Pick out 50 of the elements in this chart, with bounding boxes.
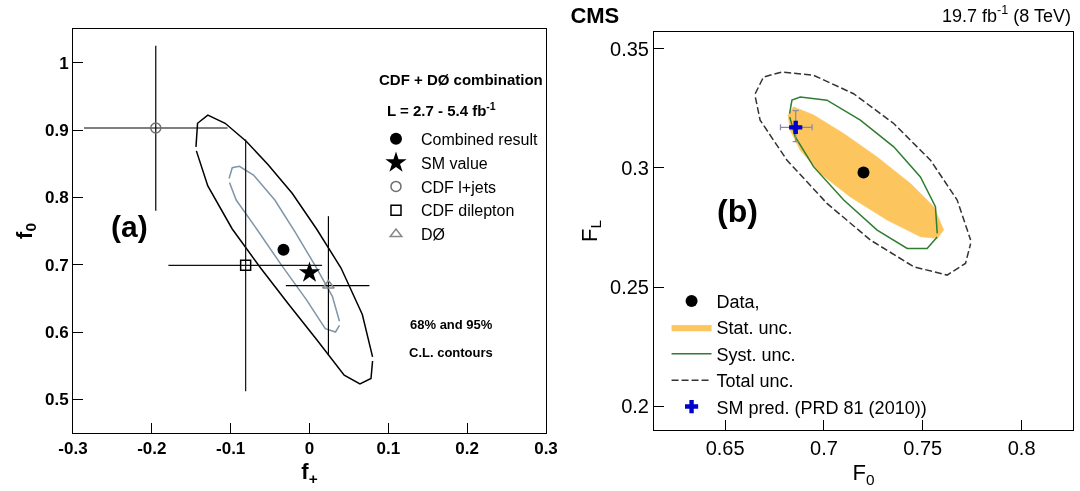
legend-label: SM pred. (PRD 81 (2010)) bbox=[716, 397, 927, 418]
y-tick-label: 0.25 bbox=[610, 276, 649, 299]
y-tick-label: 0.6 bbox=[44, 322, 69, 342]
chart-subtitle: 19.7 fb$^{-1}$ (8 TeV) bbox=[942, 3, 1071, 26]
legend-label: Syst. unc. bbox=[716, 344, 796, 365]
x-tick-label: 0.8 bbox=[1007, 437, 1036, 459]
x-tick-label: -0.3 bbox=[58, 439, 88, 459]
legend-label: SM value bbox=[420, 154, 488, 172]
annotation: CDF + DØ combination bbox=[379, 71, 543, 88]
y-tick-label: 0.3 bbox=[621, 156, 649, 179]
line-series bbox=[228, 181, 341, 333]
x-axis-title: F$_{0}$ bbox=[852, 459, 875, 488]
annotation: (a) bbox=[111, 210, 148, 243]
annotation: (b) bbox=[717, 193, 758, 229]
y-tick-label: 0.5 bbox=[44, 390, 69, 410]
point bbox=[150, 122, 162, 134]
y-tick-label: 0.35 bbox=[610, 37, 649, 60]
legend-label: Stat. unc. bbox=[716, 318, 793, 339]
legend-label: CDF dilepton bbox=[420, 202, 515, 220]
y-tick-label: 0.9 bbox=[44, 120, 69, 140]
annotation: L = 2.7 - 5.4 fb$^{-1}$ bbox=[387, 100, 496, 120]
line-series bbox=[228, 165, 341, 322]
annotation: 68% and 95% bbox=[410, 317, 493, 332]
x-axis-title: f$_{+}$ bbox=[301, 459, 318, 487]
annotation: C.L. contours bbox=[409, 345, 493, 360]
line-series bbox=[195, 150, 374, 385]
x-tick-label: 0.7 bbox=[810, 437, 838, 459]
x-tick-label: 0.65 bbox=[705, 437, 745, 459]
legend-label: CDF l+jets bbox=[420, 178, 497, 196]
legend-label: DØ bbox=[420, 226, 445, 244]
x-tick-label: -0.1 bbox=[216, 439, 246, 459]
line-series bbox=[789, 116, 938, 250]
x-tick-label: 0.3 bbox=[534, 439, 558, 459]
y-tick-label: 0.8 bbox=[44, 188, 69, 208]
x-tick-label: 0 bbox=[304, 439, 315, 459]
x-tick-label: 0.75 bbox=[903, 437, 943, 459]
legend-label: Total unc. bbox=[716, 371, 794, 392]
point bbox=[321, 279, 335, 289]
point bbox=[239, 259, 252, 272]
legend-label: Data, bbox=[716, 291, 760, 312]
chart-title: CMS bbox=[570, 2, 620, 28]
y-tick-label: 1 bbox=[59, 53, 69, 73]
y-tick-label: 0.2 bbox=[621, 395, 649, 418]
y-tick-label: 0.7 bbox=[44, 255, 69, 275]
legend-label: Combined result bbox=[420, 131, 539, 149]
point bbox=[298, 261, 321, 282]
x-tick-label: -0.2 bbox=[137, 439, 167, 459]
x-tick-label: 0.1 bbox=[376, 439, 401, 459]
x-tick-label: 0.2 bbox=[455, 439, 479, 459]
point bbox=[277, 243, 290, 256]
